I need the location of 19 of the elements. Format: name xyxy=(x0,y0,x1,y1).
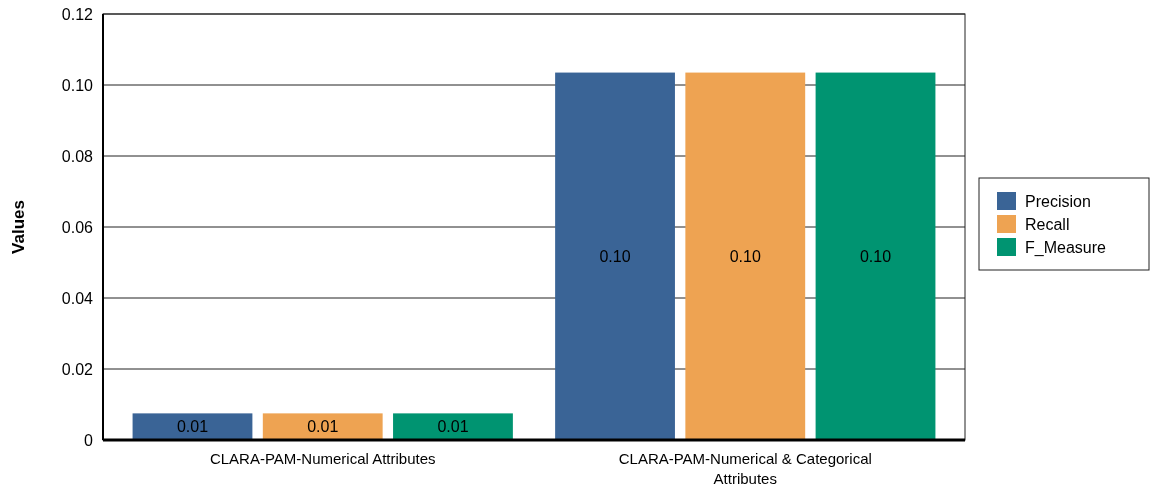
data-label: 0.01 xyxy=(176,418,209,436)
legend-label: Precision xyxy=(1025,192,1091,210)
data-label: 0.10 xyxy=(599,247,631,265)
y-tick-label: 0.04 xyxy=(61,289,94,307)
y-axis-title: Values xyxy=(9,200,28,254)
data-label: 0.10 xyxy=(859,247,892,265)
y-tick-label: 0.08 xyxy=(61,147,94,165)
y-tick-label: 0.02 xyxy=(61,360,94,378)
x-tick-label: CLARA-PAM-Numerical Attributes xyxy=(209,450,436,467)
y-tick-label: 0.06 xyxy=(61,218,94,236)
data-label: 0.01 xyxy=(307,418,339,436)
y-tick-label: 0.10 xyxy=(61,76,94,94)
x-tick-label: CLARA-PAM-Numerical & Categorical Attributes xyxy=(618,450,872,487)
y-tick-label: 0 xyxy=(84,431,94,449)
data-label: 0.01 xyxy=(437,418,469,436)
data-label: 0.10 xyxy=(729,247,761,265)
legend-label: F_Measure xyxy=(1025,238,1107,257)
y-tick-label: 0.12 xyxy=(61,5,94,23)
legend-label: Recall xyxy=(1025,215,1070,233)
